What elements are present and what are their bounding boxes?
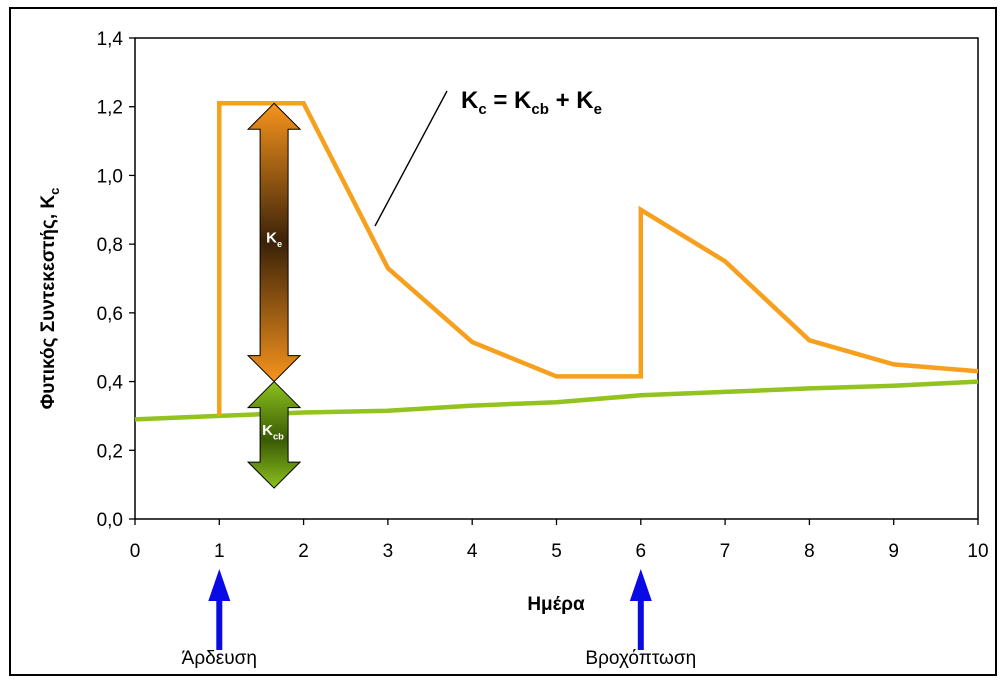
y-tick-label: 0,4	[97, 373, 124, 394]
x-tick-label: 6	[636, 541, 647, 562]
y-tick-label: 0,2	[97, 441, 123, 462]
event-label: Άρδευση	[182, 648, 257, 669]
up-arrow-icon	[629, 569, 652, 601]
kcb-band-arrow	[246, 380, 302, 489]
x-tick-label: 3	[383, 541, 394, 562]
x-tick-label: 9	[888, 541, 899, 562]
event-arrow-shaft	[216, 598, 223, 650]
y-axis: 0,0 0,2 0,4 0,6 0,8 1,0 1,2 1,4 Φυτικός Συντεκεσ…	[38, 29, 135, 531]
y-tick-label: 0,0	[97, 510, 123, 531]
event-layer: Άρδευση Βροχόπτωση	[182, 569, 696, 669]
y-tick-label: 1,4	[97, 29, 124, 50]
equation-leader-line	[374, 90, 448, 227]
event-label: Βροχόπτωση	[585, 648, 696, 669]
x-tick-label: 10	[967, 541, 988, 562]
x-tick-label: 7	[720, 541, 731, 562]
y-axis-label: Φυτικός Συντεκεστής, Kc	[38, 188, 62, 410]
ke-band-label: Ke	[266, 229, 282, 249]
y-tick-label: 1,2	[97, 98, 123, 119]
annotation-layer: Kc = Kcb + Ke	[374, 87, 602, 227]
x-tick-label: 5	[551, 541, 562, 562]
band-layer: Ke Kcb	[246, 102, 302, 489]
y-tick-label: 0,8	[97, 235, 123, 256]
up-arrow-icon	[208, 569, 231, 601]
x-axis: 0 1 2 3 4 5 6 7 8 9 10	[130, 519, 989, 562]
kcb-band-label: Kcb	[262, 422, 284, 442]
x-tick-label: 1	[214, 541, 225, 562]
x-tick-label: 0	[130, 541, 141, 562]
y-tick-label: 1,0	[97, 166, 123, 187]
chart-frame	[9, 7, 997, 676]
equation-label: Kc = Kcb + Ke	[461, 87, 602, 118]
x-tick-label: 4	[467, 541, 478, 562]
x-tick-label: 8	[804, 541, 815, 562]
x-axis-label: Ημέρα	[527, 594, 585, 615]
y-tick-label: 0,6	[97, 304, 123, 325]
x-tick-label: 2	[298, 541, 309, 562]
kc-line	[217, 101, 979, 416]
event-arrow-shaft	[637, 598, 644, 650]
